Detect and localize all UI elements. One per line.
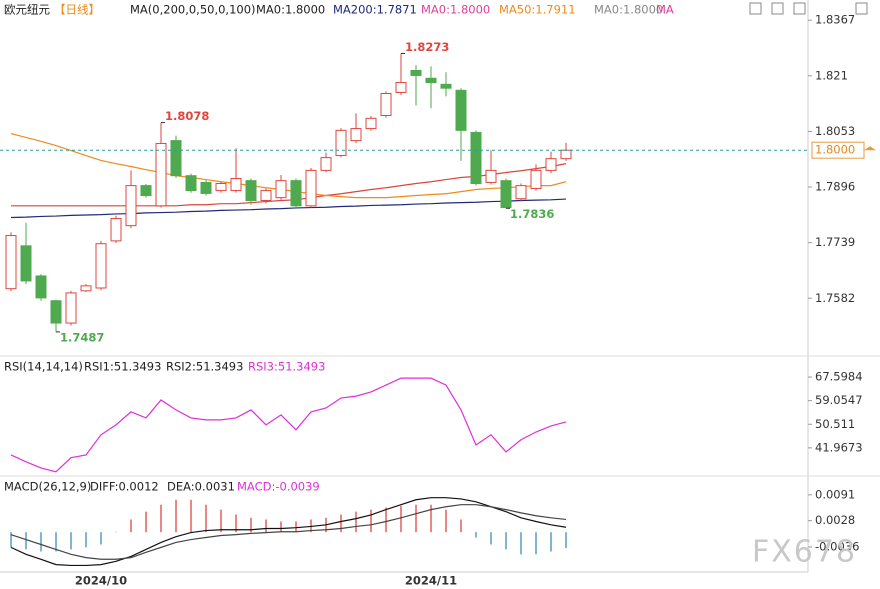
y-tick-label: -0.0036 — [815, 539, 859, 553]
candle-body — [80, 285, 92, 292]
candle-body — [215, 182, 227, 192]
candle-body — [335, 129, 347, 157]
legend-entry: MACD:-0.0039 — [237, 480, 320, 494]
watermark: FX678 — [752, 535, 857, 570]
y-tick-label: 67.5984 — [815, 370, 863, 384]
series-line — [10, 198, 567, 219]
legend-entry: MACD(26,12,9) — [4, 480, 91, 494]
legend-entry: RSI(14,14,14) — [4, 360, 83, 374]
candle-body — [155, 142, 167, 207]
y-tick-label: 1.8053 — [815, 124, 855, 138]
candle-body — [170, 140, 182, 177]
x-tick-label: 2024/10 — [75, 574, 127, 588]
candle-body — [320, 157, 332, 171]
candle-body — [365, 117, 377, 130]
legend-entry: MA0:1.8000 — [256, 3, 325, 17]
candle-body — [530, 169, 542, 189]
series-line — [10, 504, 567, 560]
candle-body — [470, 131, 482, 184]
candle-body — [500, 180, 512, 209]
candle-body — [245, 180, 257, 201]
tool-icon[interactable] — [793, 2, 806, 15]
candle-body — [35, 275, 47, 299]
y-tick-label: 1.7582 — [815, 291, 855, 305]
legend-entry: MA200:1.7871 — [333, 3, 417, 17]
candle-body — [560, 149, 572, 160]
candle-body — [485, 169, 497, 183]
series-line — [10, 377, 567, 473]
y-tick-label: 41.9673 — [815, 440, 863, 454]
x-tick-label: 2024/11 — [405, 574, 457, 588]
extreme-label: 1.7836 — [510, 207, 554, 221]
candle-body — [350, 128, 362, 142]
tool-icon[interactable] — [749, 2, 762, 15]
last-price-arrow — [864, 146, 876, 151]
y-tick-label: 1.7739 — [815, 235, 855, 249]
y-tick-label: 0.0028 — [815, 513, 855, 527]
legend-entry: RSI2:51.3493 — [166, 360, 243, 374]
series-line — [10, 132, 567, 199]
candle-body — [395, 82, 407, 93]
candle-body — [275, 180, 287, 199]
candle-body — [230, 178, 242, 192]
period: 【日线】 — [54, 3, 100, 17]
candle-body — [5, 235, 17, 290]
candle-body — [545, 158, 557, 171]
legend-entry: MA50:1.7911 — [499, 3, 576, 17]
legend-entry: DEA:0.0031 — [167, 480, 235, 494]
legend-entry: MA0:1.8000 — [594, 3, 663, 17]
candle-body — [260, 190, 272, 201]
candle-body — [440, 83, 452, 89]
legend-entry: MA0:1.8000 — [421, 3, 490, 17]
y-tick-label: 1.7896 — [815, 180, 855, 194]
extreme-label: 1.8078 — [165, 109, 209, 123]
legend-entry: MA — [656, 3, 674, 17]
candle-body — [515, 185, 527, 200]
y-tick-label: 0.0091 — [815, 487, 855, 501]
y-tick-label: 1.8367 — [815, 13, 855, 27]
y-tick-label: 50.511 — [815, 417, 855, 431]
candle-body — [455, 89, 467, 131]
toolbar[interactable] — [749, 2, 868, 15]
candle-body — [140, 185, 152, 197]
tool-icon[interactable] — [771, 2, 784, 15]
legend-entry: DIFF:0.0012 — [90, 480, 159, 494]
legend-entry: MA(0,200,0,50,0,100) — [130, 3, 256, 17]
candle-body — [95, 243, 107, 289]
candle-body — [20, 245, 32, 282]
candle-body — [110, 218, 122, 242]
candle-body — [425, 77, 437, 84]
candle-body — [410, 69, 422, 76]
candle-body — [380, 93, 392, 116]
extreme-label: 1.8273 — [405, 40, 449, 54]
tool-icon[interactable] — [855, 2, 868, 15]
candle-body — [200, 181, 212, 194]
legend-entry: RSI3:51.3493 — [248, 360, 325, 374]
y-tick-label: 1.821 — [815, 68, 848, 82]
candle-body — [125, 185, 137, 227]
legend-entry: RSI1:51.3493 — [84, 360, 161, 374]
chart-title: 欧元纽元 — [4, 3, 50, 17]
y-tick-label: 59.0547 — [815, 393, 863, 407]
candle-body — [290, 180, 302, 207]
candle-body — [65, 292, 77, 324]
series-line — [10, 497, 567, 567]
candle-body — [305, 169, 317, 207]
extreme-label: 1.7487 — [60, 330, 104, 344]
candle-body — [185, 175, 197, 192]
candle-body — [50, 300, 62, 324]
series-line — [11, 163, 567, 207]
last-price-label: 1.8000 — [815, 143, 855, 157]
